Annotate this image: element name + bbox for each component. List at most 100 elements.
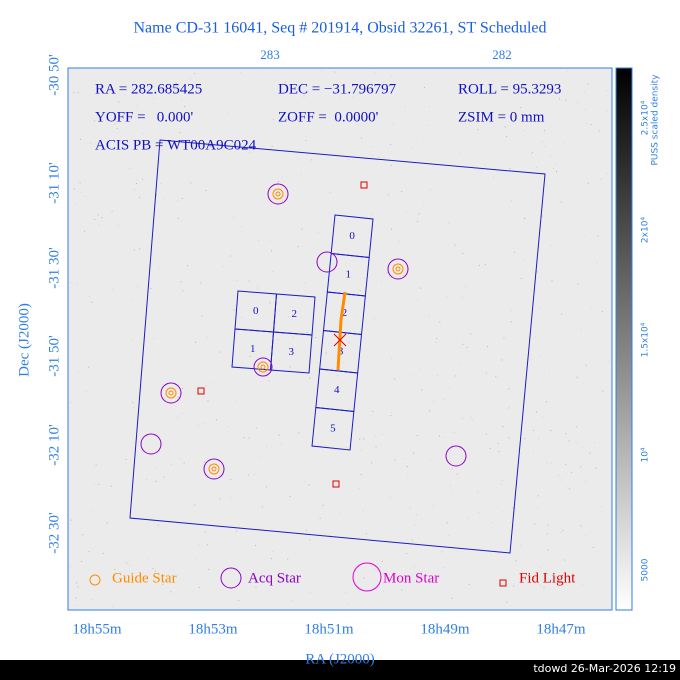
field-dot xyxy=(132,88,134,90)
field-dot xyxy=(519,544,521,546)
field-dot xyxy=(381,433,383,435)
field-dot xyxy=(530,153,532,155)
field-dot xyxy=(73,188,75,190)
field-dot xyxy=(534,523,536,525)
field-dot xyxy=(381,560,383,562)
field-dot xyxy=(584,535,586,537)
field-dot xyxy=(536,271,538,273)
field-dot xyxy=(181,387,183,389)
field-dot xyxy=(428,105,430,107)
field-dot xyxy=(348,341,350,343)
field-dot xyxy=(180,281,182,283)
field-dot xyxy=(477,129,479,131)
field-dot xyxy=(189,78,191,80)
field-dot xyxy=(512,121,514,123)
field-dot xyxy=(84,195,86,197)
field-dot xyxy=(560,201,562,203)
field-dot xyxy=(76,604,78,606)
field-dot xyxy=(520,107,522,109)
field-dot xyxy=(197,424,199,426)
field-dot xyxy=(523,217,525,219)
field-dot xyxy=(568,440,570,442)
x-axis-label: RA (J2000) xyxy=(305,651,375,667)
field-dot xyxy=(592,546,594,548)
bottom-tick-label: 18h49m xyxy=(420,621,470,637)
chip-label: 2 xyxy=(292,308,298,320)
field-dot xyxy=(435,341,437,343)
field-dot xyxy=(536,411,538,413)
field-dot xyxy=(204,531,206,533)
field-dot xyxy=(142,178,144,180)
field-dot xyxy=(265,486,267,488)
bottom-tick-label: 18h47m xyxy=(536,621,586,637)
field-dot xyxy=(160,183,162,185)
title: Name CD-31 16041, Seq # 201914, Obsid 32… xyxy=(133,20,546,37)
field-dot xyxy=(539,567,541,569)
field-dot xyxy=(181,413,183,415)
left-tick-label: -32 10' xyxy=(46,424,62,466)
field-dot xyxy=(580,525,582,527)
field-dot xyxy=(381,281,383,283)
field-dot xyxy=(77,91,79,93)
field-dot xyxy=(510,321,512,323)
field-dot xyxy=(93,483,95,485)
field-dot xyxy=(399,241,401,243)
field-dot xyxy=(451,468,453,470)
field-dot xyxy=(325,352,327,354)
field-dot xyxy=(523,260,525,262)
field-dot xyxy=(554,163,556,165)
field-dot xyxy=(383,590,385,592)
colorbar-label: 1.5x10⁴ xyxy=(641,322,651,357)
field-dot xyxy=(195,557,197,559)
field-dot xyxy=(347,333,349,335)
field-dot xyxy=(586,122,588,124)
field-dot xyxy=(253,474,255,476)
field-dot xyxy=(187,265,189,267)
top-tick-label: 282 xyxy=(492,47,512,62)
field-dot xyxy=(249,356,251,358)
field-dot xyxy=(404,106,406,108)
field-dot xyxy=(97,214,99,216)
info-text: ACIS PB = WT00A9C024 xyxy=(95,137,257,153)
field-dot xyxy=(583,234,585,236)
field-dot xyxy=(184,105,186,107)
field-dot xyxy=(539,584,541,586)
field-dot xyxy=(585,364,587,366)
field-dot xyxy=(416,434,418,436)
field-dot xyxy=(111,210,113,212)
field-dot xyxy=(285,196,287,198)
field-dot xyxy=(546,533,548,535)
field-dot xyxy=(98,224,100,226)
field-dot xyxy=(95,464,97,466)
colorbar-label: 10⁴ xyxy=(641,447,651,462)
field-dot xyxy=(447,451,449,453)
field-dot xyxy=(547,549,549,551)
field-dot xyxy=(556,171,558,173)
field-dot xyxy=(501,479,503,481)
field-dot xyxy=(509,167,511,169)
field-dot xyxy=(390,164,392,166)
field-dot xyxy=(550,244,552,246)
field-dot xyxy=(429,459,431,461)
legend-label: Fid Light xyxy=(519,570,576,586)
field-dot xyxy=(76,283,78,285)
chip-label: 1 xyxy=(250,343,256,355)
field-dot xyxy=(561,313,563,315)
field-dot xyxy=(577,283,579,285)
field-dot xyxy=(440,551,442,553)
field-dot xyxy=(396,578,398,580)
field-dot xyxy=(125,458,127,460)
field-dot xyxy=(247,474,249,476)
field-dot xyxy=(155,480,157,482)
field-dot xyxy=(417,221,419,223)
field-dot xyxy=(461,297,463,299)
field-dot xyxy=(269,239,271,241)
field-dot xyxy=(360,474,362,476)
field-dot xyxy=(207,400,209,402)
field-dot xyxy=(429,410,431,412)
field-dot xyxy=(452,495,454,497)
field-dot xyxy=(181,99,183,101)
field-dot xyxy=(418,213,420,215)
field-dot xyxy=(411,539,413,541)
field-dot xyxy=(607,361,609,363)
